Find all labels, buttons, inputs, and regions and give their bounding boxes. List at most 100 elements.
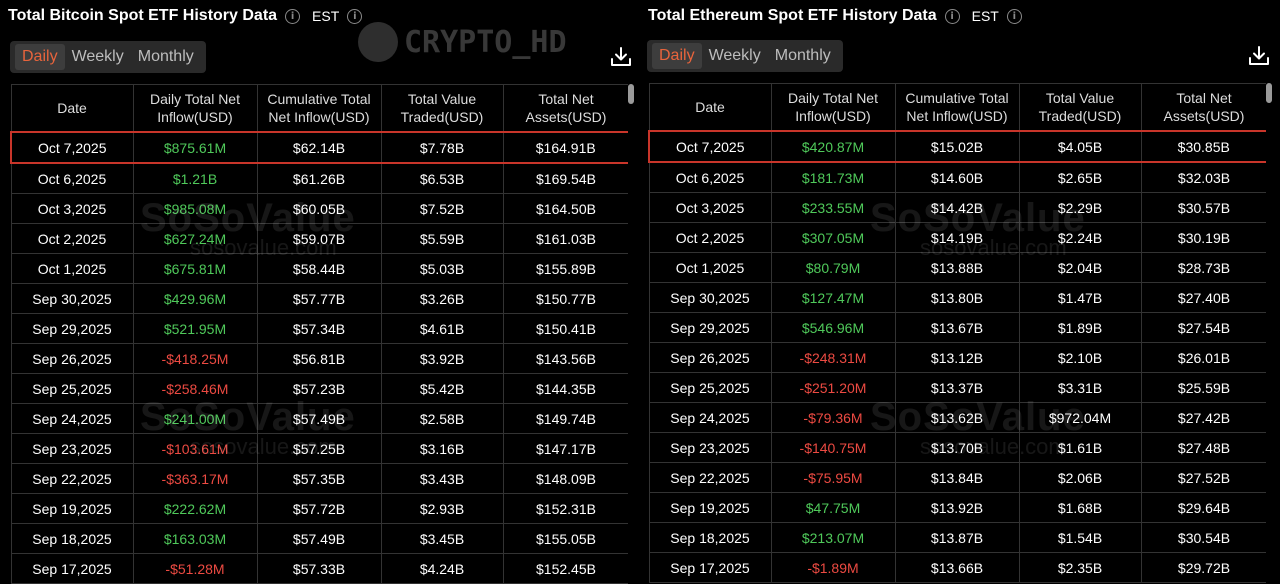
daily-net-inflow-cell: $181.73M — [770, 161, 896, 193]
table-row[interactable]: Oct 2,2025 $307.05M $14.19B $2.24B $30.19B — [648, 222, 1266, 253]
table-header-row: Date Daily Total Net Inflow(USD) Cumulativ… — [648, 83, 1266, 132]
table-row[interactable]: Oct 3,2025 $985.08M $60.05B $7.52B $164.50B — [10, 193, 628, 224]
total-net-assets-cell: $148.09B — [502, 463, 628, 494]
daily-net-inflow-cell: -$251.20M — [770, 372, 896, 403]
daily-net-inflow-cell: $307.05M — [770, 222, 896, 253]
cumulative-net-inflow-cell: $57.23B — [256, 373, 382, 404]
date-cell: Sep 19,2025 — [10, 493, 134, 524]
cumulative-net-inflow-cell: $57.33B — [256, 553, 382, 584]
date-cell: Sep 30,2025 — [648, 282, 772, 313]
total-net-assets-cell: $29.64B — [1140, 492, 1266, 523]
daily-net-inflow-cell: $233.55M — [770, 192, 896, 223]
daily-net-inflow-cell: -$418.25M — [132, 343, 258, 374]
download-icon[interactable] — [610, 46, 632, 68]
daily-net-inflow-cell: $1.21B — [132, 162, 258, 194]
table-row[interactable]: Sep 23,2025 -$103.61M $57.25B $3.16B $147.17… — [10, 433, 628, 464]
table-row[interactable]: Sep 26,2025 -$248.31M $13.12B $2.10B $26.01B — [648, 342, 1266, 373]
daily-net-inflow-cell: $985.08M — [132, 193, 258, 224]
total-net-assets-cell: $25.59B — [1140, 372, 1266, 403]
cumulative-net-inflow-cell: $57.49B — [256, 523, 382, 554]
table-row[interactable]: Sep 29,2025 $521.95M $57.34B $4.61B $150.41B — [10, 313, 628, 344]
date-cell: Oct 6,2025 — [10, 162, 134, 194]
history-table-container[interactable]: Date Daily Total Net Inflow(USD) Cumulativ… — [648, 83, 1266, 583]
total-value-traded-cell: $2.06B — [1018, 462, 1142, 493]
column-header: Total Net Assets(USD) — [502, 84, 628, 133]
total-value-traded-cell: $2.04B — [1018, 252, 1142, 283]
tab-weekly[interactable]: Weekly — [708, 47, 761, 64]
table-row[interactable]: Oct 1,2025 $675.81M $58.44B $5.03B $155.89B — [10, 253, 628, 284]
date-cell: Sep 18,2025 — [648, 522, 772, 553]
download-icon[interactable] — [1248, 45, 1270, 67]
table-row[interactable]: Sep 29,2025 $546.96M $13.67B $1.89B $27.54B — [648, 312, 1266, 343]
date-cell: Oct 7,2025 — [648, 130, 772, 163]
table-row[interactable]: Sep 24,2025 $241.00M $57.49B $2.58B $149.74B — [10, 403, 628, 434]
total-value-traded-cell: $2.58B — [380, 403, 504, 434]
table-row[interactable]: Sep 22,2025 -$363.17M $57.35B $3.43B $148.09… — [10, 463, 628, 494]
period-tabs: Daily Weekly Monthly — [10, 41, 206, 73]
table-row[interactable]: Sep 26,2025 -$418.25M $56.81B $3.92B $143.56… — [10, 343, 628, 374]
date-cell: Sep 24,2025 — [10, 403, 134, 434]
info-icon[interactable]: i — [285, 8, 301, 24]
date-cell: Sep 25,2025 — [648, 372, 772, 403]
date-cell: Sep 19,2025 — [648, 492, 772, 523]
history-table-container[interactable]: Date Daily Total Net Inflow(USD) Cumulativ… — [10, 84, 628, 584]
total-value-traded-cell: $2.29B — [1018, 192, 1142, 223]
table-row[interactable]: Oct 3,2025 $233.55M $14.42B $2.29B $30.57B — [648, 192, 1266, 223]
table-row[interactable]: Sep 19,2025 $47.75M $13.92B $1.68B $29.64B — [648, 492, 1266, 523]
table-row[interactable]: Sep 18,2025 $163.03M $57.49B $3.45B $155.05B — [10, 523, 628, 554]
info-icon[interactable]: i — [347, 8, 363, 24]
table-row[interactable]: Sep 19,2025 $222.62M $57.72B $2.93B $152.31B — [10, 493, 628, 524]
total-value-traded-cell: $4.24B — [380, 553, 504, 584]
table-row[interactable]: Oct 7,2025 $875.61M $62.14B $7.78B $164.91B — [10, 131, 628, 164]
total-value-traded-cell: $1.54B — [1018, 522, 1142, 553]
table-row[interactable]: Sep 22,2025 -$75.95M $13.84B $2.06B $27.52B — [648, 462, 1266, 493]
total-net-assets-cell: $27.54B — [1140, 312, 1266, 343]
timezone-label: EST — [312, 8, 340, 24]
tab-daily[interactable]: Daily — [652, 43, 702, 69]
total-value-traded-cell: $2.65B — [1018, 161, 1142, 193]
cumulative-net-inflow-cell: $14.19B — [894, 222, 1020, 253]
total-value-traded-cell: $5.59B — [380, 223, 504, 254]
scrollbar-thumb[interactable] — [628, 84, 634, 104]
daily-net-inflow-cell: $127.47M — [770, 282, 896, 313]
ethereum-etf-panel: Total Ethereum Spot ETF History Data i E… — [640, 0, 1280, 584]
table-row[interactable]: Oct 7,2025 $420.87M $15.02B $4.05B $30.85B — [648, 130, 1266, 163]
total-value-traded-cell: $4.05B — [1018, 130, 1142, 163]
scrollbar-thumb[interactable] — [1266, 83, 1272, 103]
table-row[interactable]: Oct 2,2025 $627.24M $59.07B $5.59B $161.03B — [10, 223, 628, 254]
date-cell: Sep 18,2025 — [10, 523, 134, 554]
table-row[interactable]: Sep 30,2025 $429.96M $57.77B $3.26B $150.77B — [10, 283, 628, 314]
table-row[interactable]: Oct 6,2025 $181.73M $14.60B $2.65B $32.03B — [648, 161, 1266, 193]
table-row[interactable]: Sep 18,2025 $213.07M $13.87B $1.54B $30.54B — [648, 522, 1266, 553]
cumulative-net-inflow-cell: $13.62B — [894, 402, 1020, 433]
table-body: Oct 7,2025 $420.87M $15.02B $4.05B $30.85B Oc… — [648, 130, 1266, 583]
cumulative-net-inflow-cell: $62.14B — [256, 131, 382, 164]
info-icon[interactable]: i — [1006, 8, 1022, 24]
info-icon[interactable]: i — [944, 8, 960, 24]
table-row[interactable]: Sep 25,2025 -$251.20M $13.37B $3.31B $25.59B — [648, 372, 1266, 403]
table-row[interactable]: Sep 23,2025 -$140.75M $13.70B $1.61B $27.48B — [648, 432, 1266, 463]
date-cell: Sep 23,2025 — [10, 433, 134, 464]
daily-net-inflow-cell: -$248.31M — [770, 342, 896, 373]
daily-net-inflow-cell: $163.03M — [132, 523, 258, 554]
total-net-assets-cell: $169.54B — [502, 162, 628, 194]
table-row[interactable]: Sep 24,2025 -$79.36M $13.62B $972.04M $27.42… — [648, 402, 1266, 433]
total-net-assets-cell: $27.42B — [1140, 402, 1266, 433]
table-row[interactable]: Sep 30,2025 $127.47M $13.80B $1.47B $27.40B — [648, 282, 1266, 313]
tab-monthly[interactable]: Monthly — [774, 47, 831, 64]
table-row[interactable]: Sep 17,2025 -$51.28M $57.33B $4.24B $152.45B — [10, 553, 628, 584]
cumulative-net-inflow-cell: $13.87B — [894, 522, 1020, 553]
tab-monthly[interactable]: Monthly — [137, 48, 194, 65]
table-row[interactable]: Oct 1,2025 $80.79M $13.88B $2.04B $28.73B — [648, 252, 1266, 283]
tab-daily[interactable]: Daily — [15, 44, 65, 70]
table-row[interactable]: Sep 17,2025 -$1.89M $13.66B $2.35B $29.72B — [648, 552, 1266, 583]
tab-weekly[interactable]: Weekly — [71, 48, 124, 65]
cumulative-net-inflow-cell: $13.66B — [894, 552, 1020, 583]
daily-net-inflow-cell: $222.62M — [132, 493, 258, 524]
total-value-traded-cell: $3.31B — [1018, 372, 1142, 403]
table-row[interactable]: Sep 25,2025 -$258.46M $57.23B $5.42B $144.35… — [10, 373, 628, 404]
table-header-row: Date Daily Total Net Inflow(USD) Cumulativ… — [10, 84, 628, 133]
total-net-assets-cell: $28.73B — [1140, 252, 1266, 283]
table-row[interactable]: Oct 6,2025 $1.21B $61.26B $6.53B $169.54B — [10, 162, 628, 194]
total-net-assets-cell: $26.01B — [1140, 342, 1266, 373]
